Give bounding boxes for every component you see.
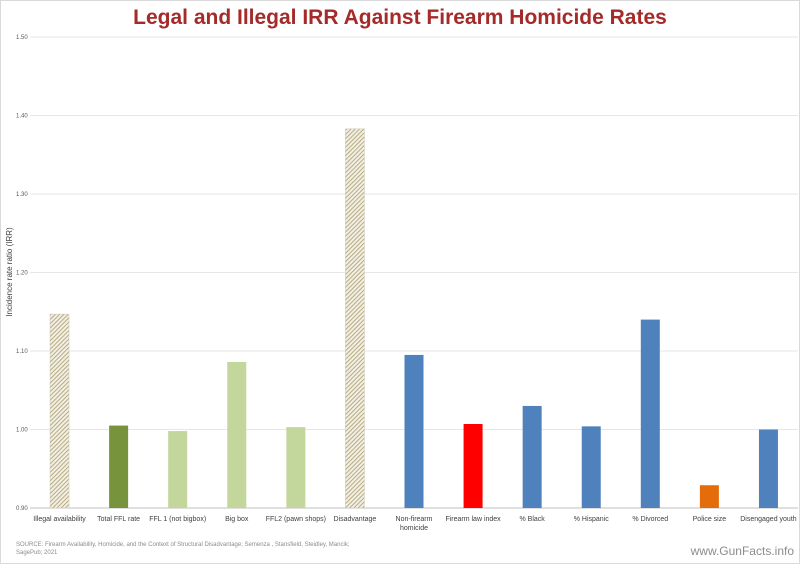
bar-big-box — [227, 361, 247, 508]
y-tick-label: 1.00 — [16, 428, 28, 434]
x-tick-label: Big box — [225, 516, 249, 523]
y-tick-label: 1.30 — [16, 192, 28, 198]
source-note: SOURCE: Firearm Availability, Homicide, … — [16, 542, 350, 556]
y-tick-label: 0.90 — [16, 506, 28, 512]
bar-ffl2-pawn-shops — [286, 427, 306, 508]
x-tick-label: Firearm law index — [445, 516, 501, 523]
bar-illegal-availability — [49, 313, 70, 509]
bar-non-firearm-homicide — [404, 354, 424, 508]
y-axis-label: Incidence rate ratio (IRR) — [5, 227, 14, 317]
bars — [49, 128, 778, 509]
x-tick-label: Total FFL rate — [97, 516, 140, 523]
bar-firearm-law-index — [463, 424, 483, 508]
y-tick-label: 1.20 — [16, 271, 28, 277]
bar-police-size — [699, 485, 719, 508]
x-tick-label: % Black — [520, 516, 546, 523]
gridlines — [30, 36, 798, 509]
x-tick-label: % Divorced — [632, 516, 668, 523]
x-axis-labels: Illegal availability Total FFL rate FFL 1 … — [33, 516, 797, 532]
x-tick-label: FFL2 (pawn shops) — [266, 516, 326, 523]
bar-total-ffl-rate — [109, 425, 129, 508]
bar-divorced — [640, 319, 660, 508]
y-tick-label: 1.10 — [16, 349, 28, 355]
bar-ffl-1-not-bigbox — [168, 431, 188, 508]
bar-black — [522, 405, 542, 508]
bar-disengaged-youth — [758, 429, 778, 508]
x-tick-label: Illegal availability — [33, 516, 86, 523]
x-tick-label: Non-firearm homicide — [396, 516, 433, 532]
x-tick-label: Disengaged youth — [740, 516, 797, 523]
chart-title: Legal and Illegal IRR Against Firearm Ho… — [133, 6, 667, 29]
watermark: www.GunFacts.info — [690, 544, 794, 558]
bar-disadvantage — [345, 128, 365, 509]
x-tick-label: Disadvantage — [334, 516, 377, 523]
y-tick-label: 1.40 — [16, 114, 28, 120]
x-tick-label: Police size — [693, 516, 727, 523]
x-tick-label: % Hispanic — [574, 516, 610, 523]
y-axis-ticks: 0.90 1.00 1.10 1.20 1.30 1.40 1.50 — [16, 35, 28, 512]
y-tick-label: 1.50 — [16, 35, 28, 41]
x-tick-label: FFL 1 (not bigbox) — [149, 516, 206, 523]
bar-hispanic — [581, 426, 601, 508]
